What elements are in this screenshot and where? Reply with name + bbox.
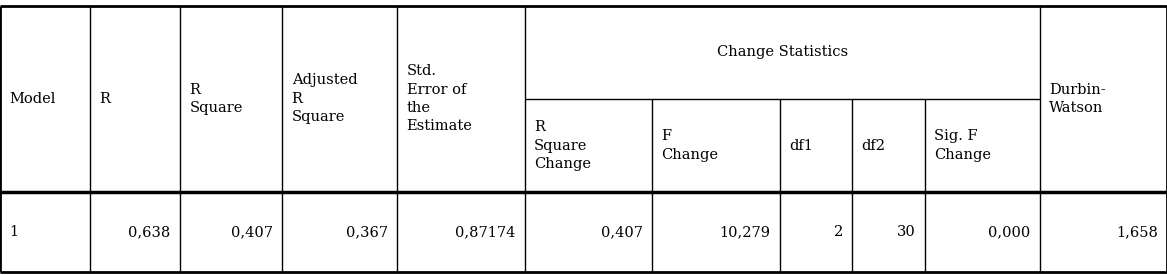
Text: 10,279: 10,279 [719,225,770,239]
Text: R: R [99,92,110,106]
Text: Adjusted
R
Square: Adjusted R Square [292,73,357,124]
Text: 30: 30 [896,225,915,239]
Text: 0,407: 0,407 [601,225,643,239]
Text: 2: 2 [833,225,843,239]
Text: Sig. F
Change: Sig. F Change [934,129,991,162]
Text: 0,407: 0,407 [231,225,273,239]
Text: 0,000: 0,000 [988,225,1030,239]
Text: R
Square: R Square [189,83,243,115]
Text: 0,87174: 0,87174 [455,225,516,239]
Text: F
Change: F Change [662,129,719,162]
Text: Std.
Error of
the
Estimate: Std. Error of the Estimate [406,64,473,133]
Text: Durbin-
Watson: Durbin- Watson [1049,83,1105,115]
Text: Change Statistics: Change Statistics [717,45,847,59]
Text: Model: Model [9,92,56,106]
Text: 1,658: 1,658 [1116,225,1158,239]
Text: df2: df2 [861,139,886,153]
Text: 1: 1 [9,225,19,239]
Text: df1: df1 [789,139,813,153]
Text: R
Square
Change: R Square Change [534,120,592,171]
Text: 0,367: 0,367 [345,225,387,239]
Text: 0,638: 0,638 [128,225,170,239]
